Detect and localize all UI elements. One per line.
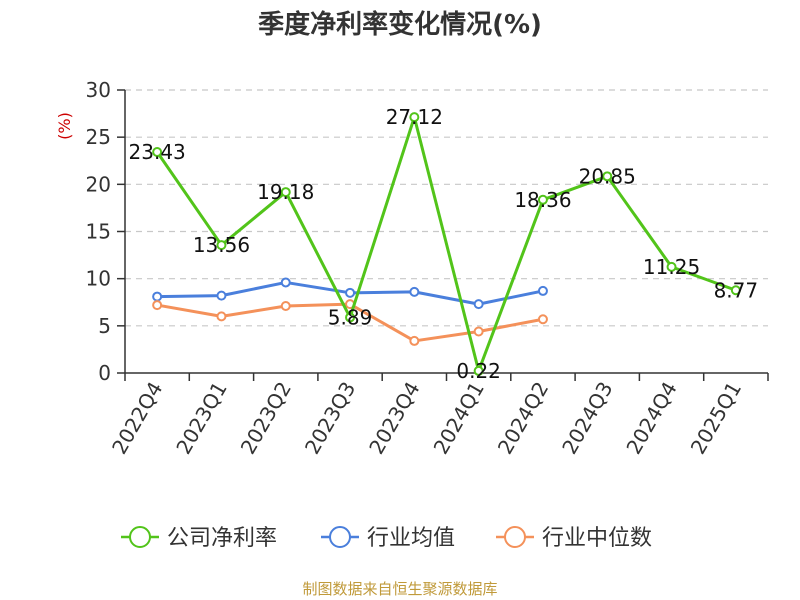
x-axis-ticks: 2022Q4 2023Q1 2023Q2 2023Q3 2023Q4 2024Q1 2024…: [107, 373, 769, 459]
legend-marker: [129, 526, 151, 548]
x-tick-label: 2024Q3: [557, 378, 617, 459]
data-point: [152, 300, 163, 311]
legend: 公司净利率 行业均值 行业中位数: [121, 526, 652, 551]
data-label: 5.89: [328, 305, 373, 329]
x-tick-label: 2024Q4: [621, 378, 681, 459]
legend-label: 公司净利率: [167, 526, 277, 551]
data-point: [280, 187, 291, 198]
data-point: [280, 277, 291, 288]
y-tick-label: 25: [86, 125, 111, 149]
data-point: [280, 301, 291, 312]
data-point: [537, 314, 548, 325]
data-labels: 23.43 13.56 19.18 5.89 27.12 0.22 18.36 20.85 11…: [129, 105, 759, 383]
legend-marker: [329, 526, 351, 548]
x-tick-label: 2023Q2: [236, 378, 296, 459]
data-label: 27.12: [386, 105, 443, 129]
data-point: [473, 299, 484, 310]
data-point: [537, 285, 548, 296]
y-axis-ticks: 0 5 10 15 20 25 30: [86, 78, 125, 385]
data-point: [216, 311, 227, 322]
data-point: [216, 290, 227, 301]
x-tick-label: 2023Q1: [171, 378, 231, 459]
data-point: [345, 287, 356, 298]
x-tick-label: 2022Q4: [107, 378, 167, 459]
legend-marker: [504, 526, 526, 548]
y-tick-label: 10: [86, 267, 111, 291]
data-point: [537, 194, 548, 205]
grid-lines: [125, 89, 768, 327]
data-point: [152, 291, 163, 302]
data-point: [602, 171, 613, 182]
y-tick-label: 5: [98, 314, 111, 338]
data-label: 19.18: [257, 180, 314, 204]
y-tick-label: 20: [86, 172, 111, 196]
x-tick-label: 2025Q1: [686, 378, 746, 459]
data-label: 23.43: [129, 140, 186, 164]
x-tick-label: 2024Q1: [429, 378, 489, 459]
data-point: [216, 240, 227, 251]
data-point: [409, 112, 420, 123]
y-tick-label: 15: [86, 220, 111, 244]
y-tick-label: 30: [86, 78, 111, 102]
legend-label: 行业均值: [367, 526, 455, 551]
data-label: 20.85: [579, 164, 636, 188]
data-label: 13.56: [193, 233, 250, 257]
y-tick-label: 0: [98, 361, 111, 385]
series-lines: [152, 112, 741, 376]
x-tick-label: 2024Q2: [493, 378, 553, 459]
data-point: [666, 261, 677, 272]
data-label: 0.22: [456, 359, 501, 383]
legend-label: 行业中位数: [542, 526, 652, 551]
x-tick-label: 2023Q3: [300, 378, 360, 459]
data-point: [409, 335, 420, 346]
data-point: [473, 365, 484, 376]
chart-title: 季度净利率变化情况(%): [258, 9, 542, 40]
data-label: 8.77: [714, 278, 759, 302]
series-line: [155, 115, 737, 373]
data-point: [730, 285, 741, 296]
data-point: [345, 312, 356, 323]
data-point: [409, 286, 420, 297]
data-label: 11.25: [643, 255, 700, 279]
y-axis-unit: (%): [55, 112, 74, 140]
data-point: [473, 326, 484, 337]
x-tick-label: 2023Q4: [364, 378, 424, 459]
data-point: [152, 146, 163, 157]
data-label: 18.36: [514, 188, 571, 212]
source-note: 制图数据来自恒生聚源数据库: [302, 580, 497, 598]
